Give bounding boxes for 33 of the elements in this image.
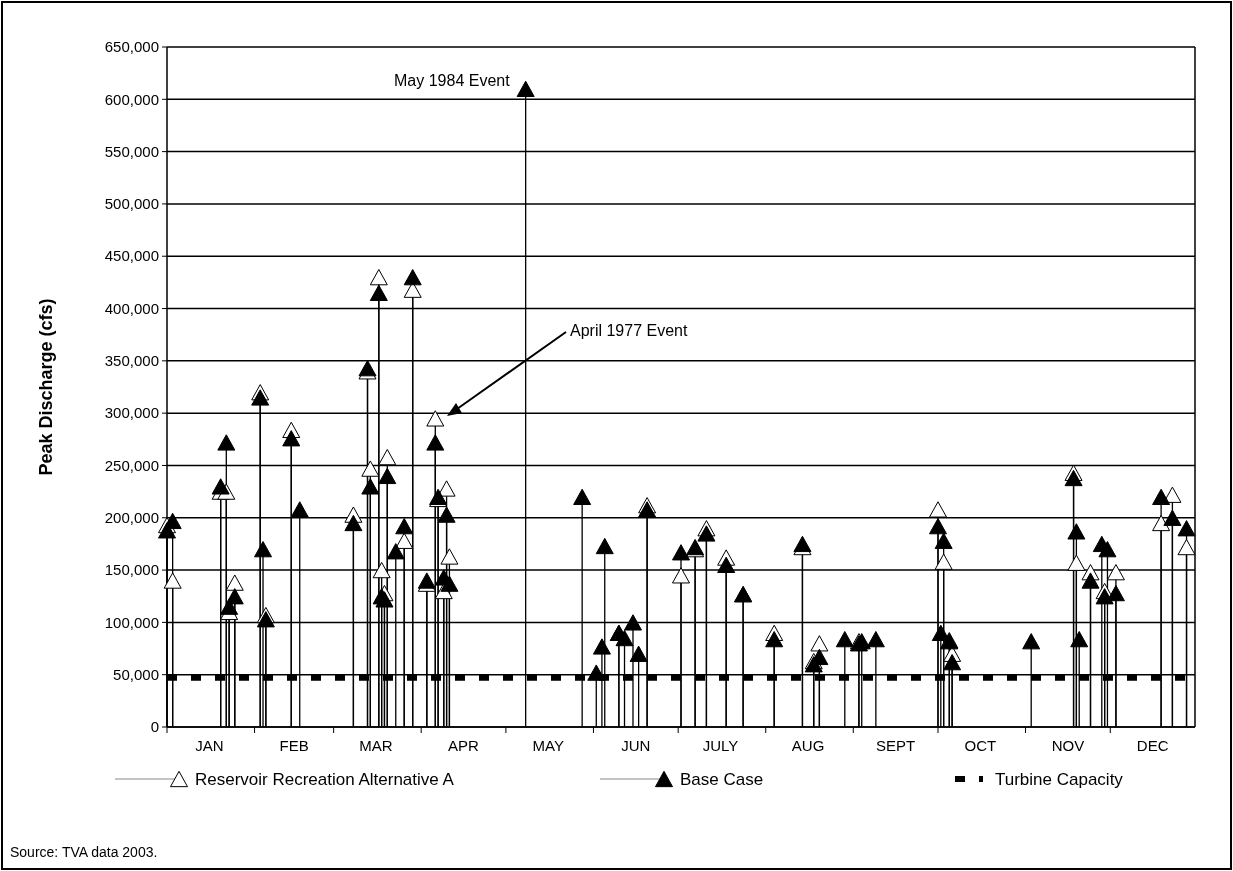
y-tick-label: 100,000 (104, 613, 159, 631)
legend-label: Turbine Capacity (995, 769, 1124, 789)
y-tick-label: 550,000 (104, 142, 159, 160)
y-tick-label: 600,000 (104, 90, 159, 108)
x-tick-label: FEB (279, 737, 309, 754)
x-tick-label: SEPT (876, 737, 916, 754)
source-note: Source: TVA data 2003. (10, 844, 158, 860)
x-tick-label: AUG (791, 737, 825, 754)
y-tick-label: 300,000 (104, 404, 159, 422)
y-tick-label: 0 (150, 718, 159, 736)
legend-label: Base Case (680, 769, 764, 789)
annotation: April 1977 Event (570, 322, 688, 339)
y-tick-label: 650,000 (104, 38, 159, 56)
y-tick-label: 150,000 (104, 561, 159, 579)
y-tick-label: 450,000 (104, 247, 159, 265)
y-tick-label: 50,000 (113, 665, 159, 683)
x-tick-label: OCT (964, 737, 997, 754)
x-tick-label: JULY (702, 737, 739, 754)
x-tick-label: APR (448, 737, 480, 754)
y-tick-label: 200,000 (104, 509, 159, 527)
x-tick-label: MAY (532, 737, 564, 754)
x-tick-label: DEC (1136, 737, 1169, 754)
y-tick-label: 350,000 (104, 352, 159, 370)
y-tick-label: 400,000 (104, 299, 159, 317)
y-axis-title: Peak Discharge (cfs) (36, 298, 56, 476)
x-tick-label: JUN (621, 737, 651, 754)
annotation: May 1984 Event (394, 71, 511, 89)
y-tick-label: 500,000 (104, 195, 159, 213)
y-tick-label: 250,000 (104, 456, 159, 474)
x-tick-label: NOV (1051, 737, 1085, 754)
x-tick-label: JAN (195, 737, 224, 754)
legend-label: Reservoir Recreation Alternative A (195, 769, 455, 789)
x-tick-label: MAR (359, 737, 393, 754)
